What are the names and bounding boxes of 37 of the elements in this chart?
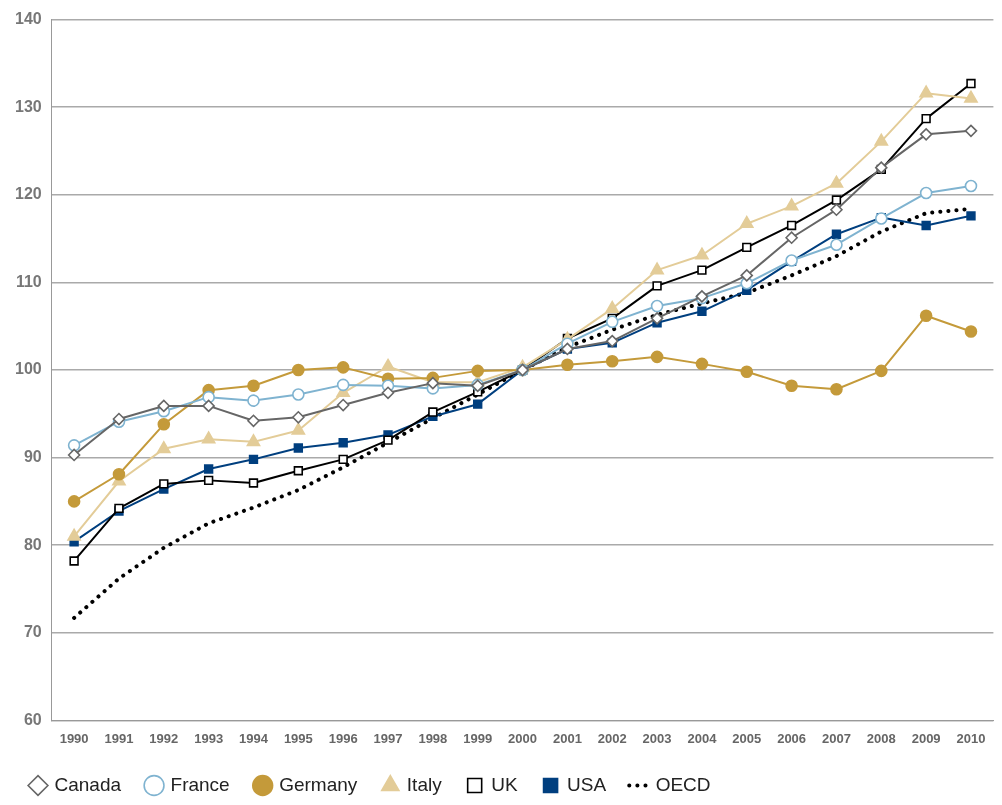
x-tick-label: 2007 <box>821 730 851 746</box>
y-tick-label: 80 <box>23 535 42 553</box>
legend-label: UK <box>491 773 518 795</box>
legend-label: Italy <box>406 773 443 795</box>
y-tick-label: 60 <box>23 710 42 728</box>
y-tick-label: 70 <box>23 623 42 641</box>
x-tick-label: 1992 <box>149 730 179 746</box>
x-tick-label: 2004 <box>687 730 718 746</box>
x-tick-label: 1991 <box>104 730 134 746</box>
x-tick-label: 2000 <box>508 730 538 746</box>
legend-label: France <box>170 773 230 795</box>
y-tick-label: 140 <box>14 10 42 28</box>
x-tick-label: 2005 <box>732 730 762 746</box>
x-tick-label: 1994 <box>239 730 269 746</box>
x-tick-label: 1993 <box>194 730 224 746</box>
x-tick-label: 1996 <box>328 730 358 746</box>
legend-label: Germany <box>279 773 358 795</box>
x-tick-label: 2009 <box>911 730 941 746</box>
y-tick-label: 120 <box>14 185 42 203</box>
legend-label: OECD <box>655 773 711 795</box>
x-tick-label: 2010 <box>956 730 986 746</box>
x-tick-label: 1998 <box>418 730 448 746</box>
x-tick-label: 2003 <box>642 730 672 746</box>
x-tick-label: 1999 <box>463 730 493 746</box>
y-tick-label: 110 <box>15 272 42 290</box>
x-tick-label: 2008 <box>866 730 896 746</box>
legend-label: USA <box>567 773 607 795</box>
x-tick-label: 2002 <box>597 730 627 746</box>
x-tick-label: 2006 <box>777 730 807 746</box>
y-tick-label: 100 <box>14 360 42 378</box>
x-tick-label: 1995 <box>283 730 313 746</box>
y-tick-label: 130 <box>14 97 42 115</box>
x-tick-label: 1990 <box>59 730 89 746</box>
y-tick-label: 90 <box>23 448 42 466</box>
legend-label: Canada <box>54 773 122 795</box>
x-tick-label: 1997 <box>373 730 403 746</box>
x-tick-label: 2001 <box>552 730 582 746</box>
